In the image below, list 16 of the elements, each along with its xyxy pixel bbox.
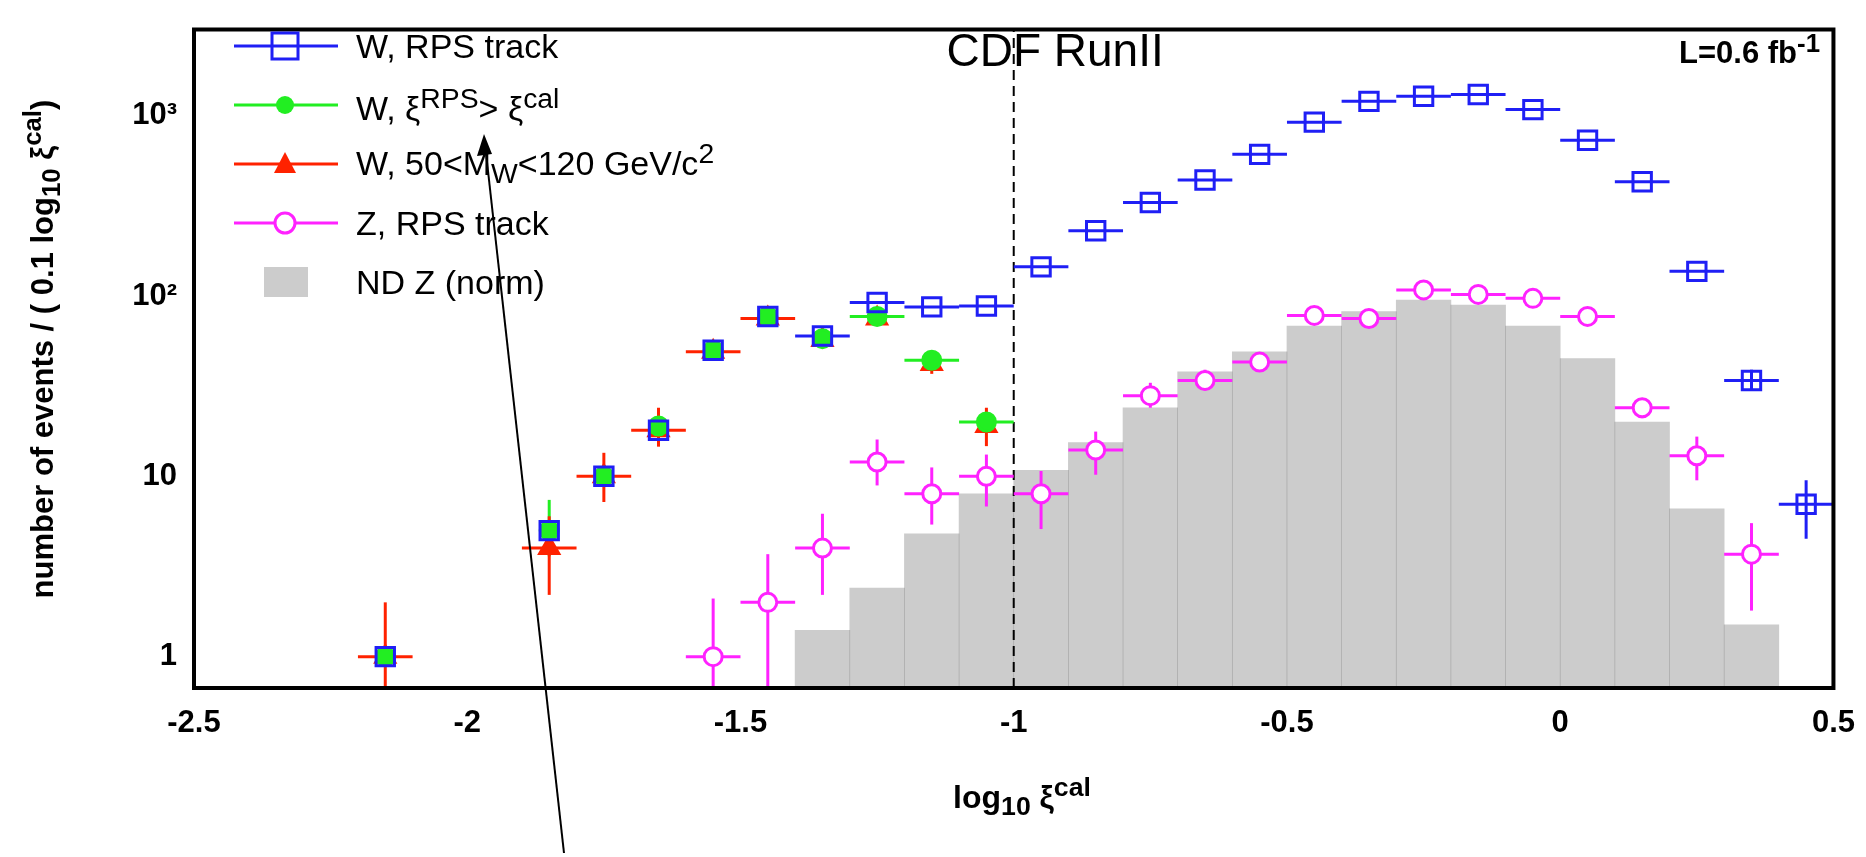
x-tick-label: -1.5 [713, 704, 768, 740]
x-tick-label: 0.5 [1811, 704, 1856, 740]
y-tick-label: 10² [132, 276, 177, 312]
y-tick-label: 10 [142, 456, 177, 492]
chart-title: CDF RunII [946, 23, 1164, 77]
x-tick-label: -2.5 [167, 704, 221, 740]
legend-label: W, ξ$^{RPS}$> ξ$^{cal}$ [356, 81, 560, 129]
y-tick-label: 1 [159, 637, 177, 673]
x-tick-label: -2 [453, 704, 482, 740]
legend-label: W, RPS track [356, 26, 559, 66]
y-tick-label: 10³ [132, 96, 177, 132]
annotation: L=0.6 fb$^{-1}$ [1679, 29, 1820, 72]
x-tick-label: -1 [999, 704, 1028, 740]
x-tick-label: 0 [1551, 704, 1569, 740]
x-axis-title: log$_{10}$ ξ$^{cal}$ [953, 772, 1091, 823]
x-tick-label: -0.5 [1260, 704, 1314, 740]
